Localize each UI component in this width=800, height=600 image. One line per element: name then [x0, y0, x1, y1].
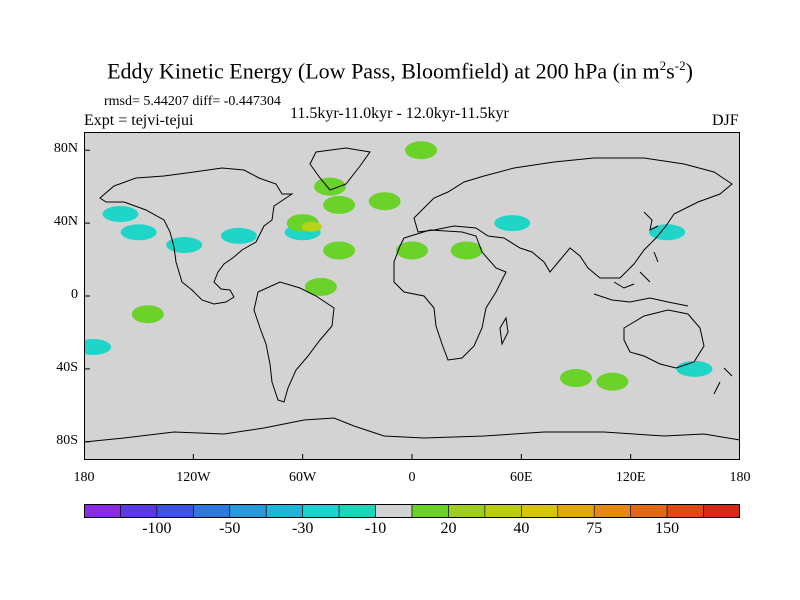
coast-africa	[393, 229, 507, 361]
anomaly-neg-small-6	[494, 215, 531, 232]
season-label: DJF	[712, 112, 739, 129]
coast-japan	[643, 211, 659, 231]
colorbar-cell-5	[265, 504, 303, 518]
anomaly-neg-small-0	[102, 206, 139, 222]
x-tick-label: 120E	[615, 470, 646, 485]
anomaly-neg-small-8	[676, 360, 713, 377]
anomaly-pos-small-15	[131, 305, 164, 324]
colorbar-cell-6	[302, 504, 340, 518]
x-tick-label: 60W	[289, 470, 317, 485]
colorbar-cell-10	[448, 504, 486, 518]
colorbar-cell-9	[411, 504, 449, 518]
anomaly-pos-small-14	[304, 277, 337, 296]
period-label: 11.5kyr-11.0kyr - 12.0kyr-11.5kyr	[290, 105, 509, 122]
coast-madagascar	[499, 316, 509, 346]
plot-title: Eddy Kinetic Energy (Low Pass, Bloomfiel…	[107, 58, 693, 84]
colorbar-label: -30	[291, 520, 314, 537]
y-tick-label: 80N	[53, 141, 78, 157]
x-tick-label: 180	[73, 470, 95, 485]
anomaly-pos-medium-21	[301, 221, 322, 232]
anomaly-neg-small-1	[120, 224, 157, 241]
colorbar-label: 40	[513, 520, 530, 537]
x-tick-label: 60E	[510, 470, 533, 485]
colorbar-label: -50	[219, 520, 241, 537]
coast-australia	[623, 309, 705, 369]
anomaly-pos-small-12	[314, 177, 346, 196]
colorbar-cell-8	[375, 504, 413, 518]
coast-north-america	[99, 167, 294, 305]
anomaly-pos-small-20	[596, 372, 629, 391]
anomaly-pos-small-9	[323, 195, 356, 214]
colorbar-cell-0	[84, 504, 121, 518]
map-background	[84, 132, 740, 460]
colorbar-cell-4	[229, 504, 267, 518]
coast-maritime	[593, 251, 689, 307]
colorbar-cell-7	[338, 504, 376, 518]
anomaly-pos-small-17	[396, 241, 428, 260]
coast-new-zealand	[713, 367, 733, 395]
colorbar-cell-15	[630, 504, 668, 518]
colorbar-label: 20	[440, 520, 457, 537]
x-tick-label: 0	[408, 470, 416, 485]
map-frame	[84, 132, 740, 460]
anomaly-neg-small-7	[649, 224, 686, 241]
colorbar-cells	[84, 504, 740, 518]
colorbar-cell-13	[557, 504, 595, 518]
stats-text: rmsd= 5.44207 diff= -0.447304	[104, 94, 281, 109]
coast-eurasia	[413, 157, 733, 279]
colorbar-cell-12	[521, 504, 559, 518]
colorbar-label: -10	[364, 520, 387, 537]
colorbar-label: -100	[142, 520, 172, 537]
y-tick-label: 80S	[56, 432, 78, 448]
x-tick-label: 180	[729, 470, 751, 485]
anomaly-neg-small-3	[220, 227, 257, 244]
anomaly-pos-small-19	[560, 369, 592, 387]
colorbar-label: 75	[586, 520, 603, 537]
colorbar-cell-14	[593, 504, 631, 518]
anomaly-pos-small-16	[323, 241, 356, 260]
colorbar	[84, 504, 740, 518]
coast-south-america	[253, 281, 335, 403]
anomaly-pos-small-13	[405, 141, 438, 160]
y-tick-label: 0	[71, 287, 78, 302]
colorbar-cell-11	[484, 504, 522, 518]
world-map	[84, 132, 740, 460]
anomaly-neg-small-2	[166, 236, 203, 253]
coast-antarctica	[84, 417, 740, 443]
coastlines	[84, 147, 740, 443]
anomaly-pos-small-18	[450, 241, 483, 260]
y-tick-label: 40N	[53, 214, 78, 230]
y-tick-label: 40S	[56, 359, 78, 375]
experiment-label: Expt = tejvi-tejui	[84, 112, 194, 129]
anomaly-pos-small-10	[368, 192, 401, 211]
x-tick-label: 120W	[176, 470, 211, 485]
colorbar-cell-2	[156, 504, 194, 518]
colorbar-label: 150	[655, 520, 680, 537]
anomaly-neg-small-4	[84, 339, 112, 356]
colorbar-cell-3	[193, 504, 231, 518]
colorbar-cell-17	[703, 504, 740, 518]
colorbar-cell-1	[120, 504, 158, 518]
colorbar-frame	[84, 504, 740, 518]
colorbar-cell-16	[666, 504, 704, 518]
coast-greenland	[309, 147, 371, 191]
